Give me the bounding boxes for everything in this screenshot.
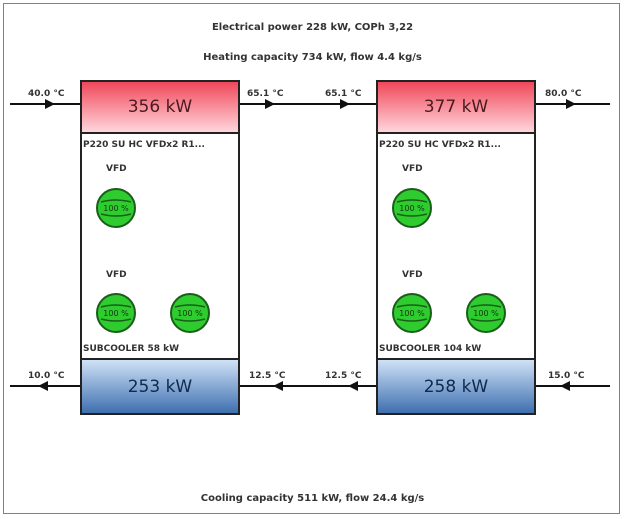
hot-outlet-arrow [566,99,576,109]
evaporator-1: 253 kW [82,358,238,413]
cold-mid-arrow-1 [273,381,283,391]
fan-icon: 100 % [392,188,432,228]
temp-cold-mid-in: 12.5 °C [325,371,362,381]
fan-percent-1c: 100 % [177,309,203,318]
heat-pump-unit-2[interactable]: 377 kW P220 SU HC VFDx2 R1... VFD 100 % … [376,80,536,415]
fan-icon: 100 % [96,293,136,333]
diagram-frame [3,3,620,514]
unit-model-label-1: P220 SU HC VFDx2 R1... [83,140,205,150]
hot-mid-arrow-2 [340,99,350,109]
temp-cold-out: 10.0 °C [28,371,65,381]
fan-percent-2b: 100 % [399,309,425,318]
vfd-label-1b: VFD [106,270,127,280]
fan-percent-1a: 100 % [103,204,129,213]
temp-hot-mid-in: 65.1 °C [325,89,362,99]
cold-mid-arrow-2 [348,381,358,391]
heat-pump-unit-1[interactable]: 356 kW P220 SU HC VFDx2 R1... VFD 100 % … [80,80,240,415]
hot-inlet-arrow [45,99,55,109]
fan-icon: 100 % [392,293,432,333]
fan-icon: 100 % [96,188,136,228]
cold-inlet-arrow [560,381,570,391]
heating-capacity-text: Heating capacity 734 kW, flow 4.4 kg/s [203,52,422,63]
fan-icon: 100 % [466,293,506,333]
condenser-1: 356 kW [82,82,238,134]
fan-percent-2c: 100 % [473,309,499,318]
temp-hot-in: 40.0 °C [28,89,65,99]
hot-mid-arrow-1 [265,99,275,109]
temp-hot-out: 80.0 °C [545,89,582,99]
electrical-power-text: Electrical power 228 kW, COPh 3,22 [211,22,414,33]
evaporator-2: 258 kW [378,358,534,413]
fan-percent-2a: 100 % [399,204,425,213]
temp-cold-in: 15.0 °C [548,371,585,381]
subcooler-label-1: SUBCOOLER 58 kW [83,344,180,354]
temp-cold-mid-out: 12.5 °C [249,371,286,381]
condenser-2: 377 kW [378,82,534,134]
temp-hot-mid-out: 65.1 °C [247,89,284,99]
cooling-capacity-text: Cooling capacity 511 kW, flow 24.4 kg/s [200,493,425,504]
vfd-label-2b: VFD [402,270,423,280]
unit-model-label-2: P220 SU HC VFDx2 R1... [379,140,501,150]
fan-percent-1b: 100 % [103,309,129,318]
vfd-label-1a: VFD [106,164,127,174]
cold-outlet-arrow [38,381,48,391]
subcooler-label-2: SUBCOOLER 104 kW [379,344,482,354]
vfd-label-2a: VFD [402,164,423,174]
fan-icon: 100 % [170,293,210,333]
